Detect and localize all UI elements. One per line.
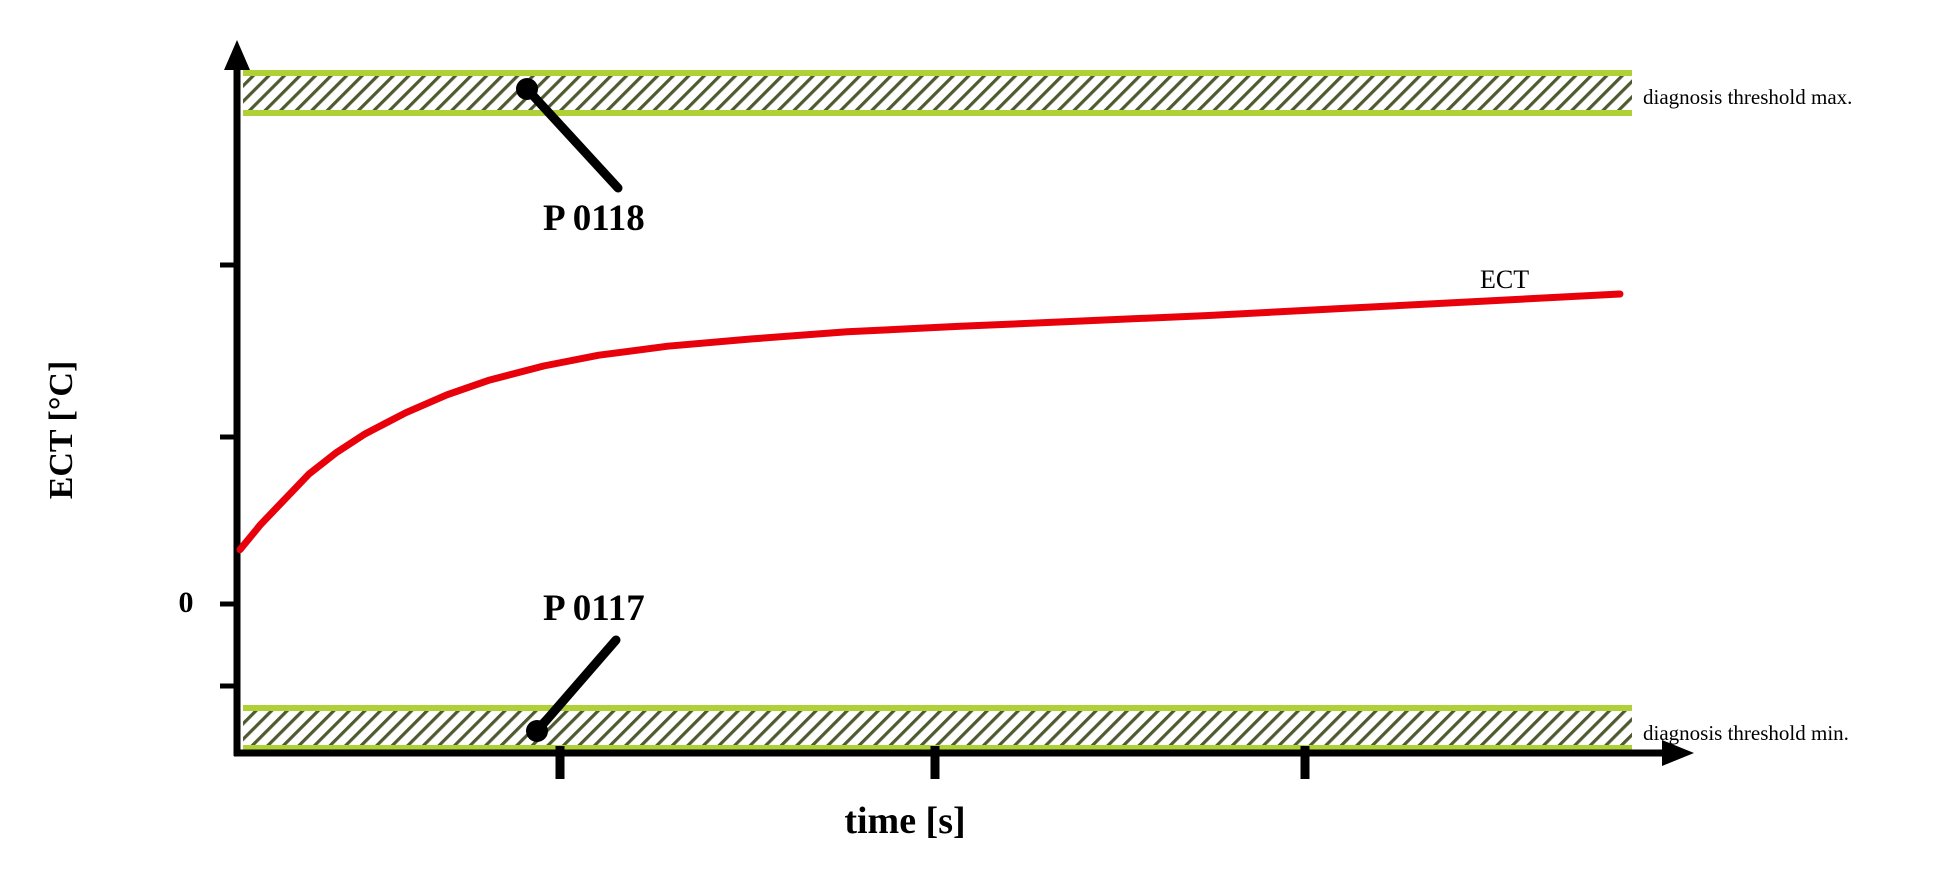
y-axis-title: ECT [°C] xyxy=(43,361,80,500)
threshold-min-label: diagnosis threshold min. xyxy=(1643,721,1849,745)
x-axis-ticks xyxy=(555,746,1310,779)
callout-p0117-line xyxy=(532,635,621,736)
ect-curve-label: ECT xyxy=(1480,265,1529,294)
callout-p0118-line xyxy=(522,84,623,193)
threshold-band-min xyxy=(243,705,1632,751)
y-axis-ticks xyxy=(220,262,237,689)
callout-p0117: P 0117 xyxy=(526,588,645,742)
callout-p0117-dot-icon xyxy=(526,720,548,742)
axes xyxy=(233,58,1668,757)
y-axis-zero-label: 0 xyxy=(179,586,194,619)
x-axis-arrow-icon xyxy=(1662,740,1694,766)
threshold-band-max-hatch xyxy=(243,70,1632,116)
x-axis-title: time [s] xyxy=(844,800,965,842)
threshold-band-max-bottom-edge xyxy=(243,110,1632,116)
callout-p0118: P 0118 xyxy=(516,78,645,239)
ect-curve xyxy=(236,290,1624,554)
y-axis-arrow-icon xyxy=(224,40,250,70)
fault-code-p0118-label: P 0118 xyxy=(543,198,645,239)
callout-p0118-dot-icon xyxy=(516,78,538,100)
threshold-band-max-top-edge xyxy=(243,70,1632,76)
threshold-band-max xyxy=(243,70,1632,116)
threshold-max-label: diagnosis threshold max. xyxy=(1643,85,1852,109)
fault-code-p0117-label: P 0117 xyxy=(543,588,645,629)
threshold-band-min-top-edge xyxy=(243,705,1632,711)
threshold-band-min-hatch xyxy=(243,705,1632,751)
